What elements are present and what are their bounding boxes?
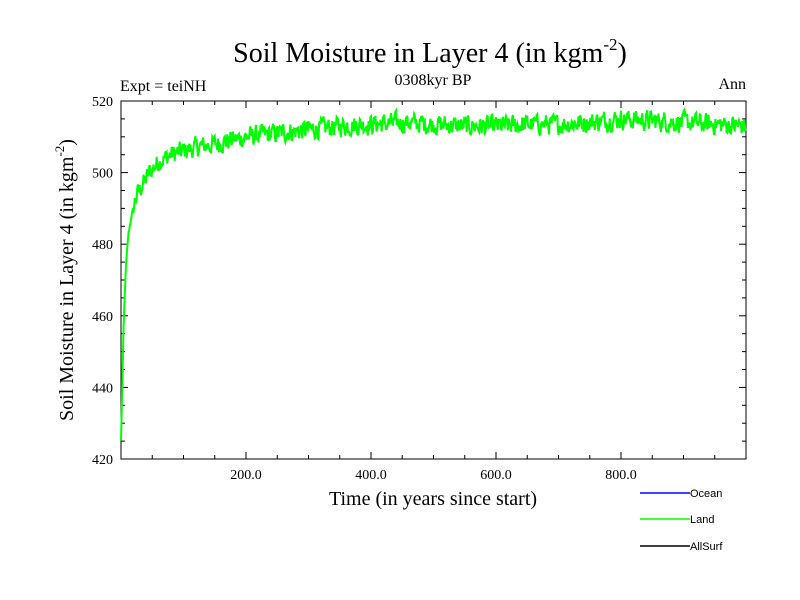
x-tick-label: 800.0 (605, 468, 637, 483)
experiment-label: Expt = teiNH (120, 78, 207, 95)
y-tick-label: 520 (92, 95, 113, 110)
y-tick-label: 460 (92, 310, 113, 325)
y-tick-label: 420 (92, 453, 113, 468)
y-tick-label: 480 (92, 238, 113, 253)
x-tick-label: 400.0 (355, 468, 387, 483)
plot-frame (120, 100, 747, 460)
x-axis-label: Time (in years since start) (329, 488, 537, 510)
legend-land-label: Land (690, 514, 714, 526)
land-series-line (120, 107, 747, 441)
x-tick-label: 200.0 (230, 468, 262, 483)
chart-subtitle: 0308kyr BP (395, 72, 472, 89)
axis-ticks (121, 100, 746, 460)
legend-ocean-label: Ocean (690, 488, 722, 500)
legend-allsurf-label: AllSurf (690, 541, 723, 553)
legend: Ocean Land AllSurf (640, 488, 723, 553)
y-tick-label: 500 (92, 167, 113, 182)
x-tick-label: 600.0 (480, 468, 512, 483)
y-tick-label: 440 (92, 381, 113, 396)
y-axis-label: Soil Moisture in Layer 4 (in kgm-2) (52, 139, 78, 421)
chart-title: Soil Moisture in Layer 4 (in kgm-2) (233, 35, 627, 69)
season-label: Ann (718, 76, 746, 93)
axis-tick-labels: 420 440 460 480 500 520 200.0 400.0 600.0 800.0 (92, 95, 637, 483)
